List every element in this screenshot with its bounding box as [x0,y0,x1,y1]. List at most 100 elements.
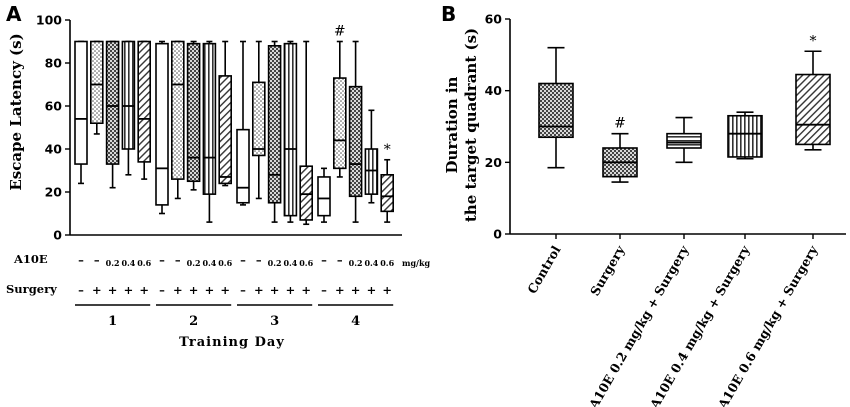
panel-a-y-tick-label: 20 [45,185,63,200]
panel-a-box-day4-2-box [332,77,347,170]
panel-a-box-day1-4-box [121,40,136,150]
panel-a-box-day1-5 [137,40,151,180]
panel-a-drug-dose: – [240,253,246,267]
panel-b-box-4-box [727,114,763,158]
panel-a-box-day1-2 [90,40,104,135]
panel-a-y-tick-label: 100 [36,13,62,28]
panel-b-box-1 [538,46,574,169]
panel-a-plot-area: #* [74,24,395,226]
panel-a-surgery-sign: + [173,283,183,297]
panel-a-box-day4-2-significance-mark: # [334,24,346,40]
panel-a-day-label: 1 [108,314,117,329]
panel-a-box-day1-4 [121,40,136,176]
panel-b-plot-area: #* [538,33,831,183]
panel-a-box-day2-3-box [186,42,201,183]
panel-a-drug-dose: 0.2 [106,258,120,268]
panel-a-box-day1-3-box [105,40,120,165]
panel-a-row-label-drug: A10E [13,252,48,266]
panel-a-drug-dose: 0.6 [299,258,313,268]
panel-a-surgery-sign: + [382,283,392,297]
panel-a-surgery-sign: – [240,283,246,297]
panel-a-box-day1-1-box [74,40,88,165]
panel-b-ylabel-line1: Duration in [443,76,461,173]
panel-a-surgery-sign: + [139,283,149,297]
panel-a-surgery-sign: + [351,283,361,297]
panel-a-box-day4-5: * [380,142,395,223]
panel-b-y-tick-label: 0 [493,227,502,242]
panel-a-box-day3-5 [299,40,314,226]
panel-a-box-day1-5-box [137,40,151,163]
panel-a-day-label: 3 [270,314,279,329]
panel-a-surgery-sign: + [108,283,118,297]
panel-a-box-day3-4 [283,40,298,223]
panel-a-box-day2-1 [155,40,169,215]
panel-a-box-day3-3 [267,40,282,223]
panel-b-y-tick-label: 40 [485,83,503,98]
panel-a-drug-dose: – [175,253,181,267]
panel-a-drug-dose: 0.4 [202,258,216,268]
panel-a-box-day2-5 [218,40,232,187]
panel-b-y-tick-label: 20 [485,155,503,170]
panel-b-box-1-box [538,82,574,139]
panel-a-drug-dose: 0.2 [268,258,282,268]
panel-a-surgery-sign: + [367,283,377,297]
panel-a-surgery-sign: + [189,283,199,297]
panel-a-drug-dose: – [337,253,343,267]
panel-a-box-day4-3 [348,40,363,223]
panel-a-box-day4-5-significance-mark: * [384,142,391,158]
panel-a-box-day2-2-box [171,40,185,180]
panel-a-drug-dose: 0.6 [218,258,232,268]
panel-a-box-day1-2-box [90,40,104,124]
panel-a-box-day2-3 [186,40,201,191]
panel-a-surgery-sign: + [205,283,215,297]
panel-b-box-5-significance-mark: * [810,33,817,49]
panel-a-box-day2-5-box [218,75,232,185]
panel-a-box-day3-1 [236,40,250,206]
panel-a-letter: A [6,2,22,26]
panel-a-condition-table: –––+0.2+0.4+0.6+1–––+0.2+0.4+0.6+2–––+0.… [75,253,395,329]
panel-a-unit-label: mg/kg [402,258,431,268]
panel-a-surgery-sign: + [220,283,230,297]
panel-a-box-day1-1 [74,40,88,185]
panel-a-box-day3-4-box [283,42,298,217]
panel-a-surgery-sign: – [159,283,165,297]
panel-a-surgery-sign: + [301,283,311,297]
panel-a-surgery-sign: + [124,283,134,297]
panel-a-drug-dose: – [321,253,327,267]
panel-a-y-tick-label: 60 [45,99,63,114]
panel-a-drug-dose: – [159,253,165,267]
panel-a-box-day4-1-box [317,176,331,217]
panel-a-drug-dose: 0.6 [380,258,394,268]
panel-b-box-3-box [666,132,702,149]
panel-b-category-label: Control [524,243,564,296]
panel-a-box-day4-3-box [348,85,363,198]
panel-a-surgery-sign: + [335,283,345,297]
panel-b-box-3 [666,116,702,164]
panel-a-drug-dose: – [94,253,100,267]
panel-a-ylabel: Escape Latency (s) [7,33,25,190]
panel-a-box-day2-4 [202,40,217,223]
panel-a-box-day1-3 [105,40,120,189]
panel-b-box-2-significance-mark: # [614,116,626,132]
panel-a-surgery-sign: – [78,283,84,297]
panel-a-box-day4-1 [317,167,331,223]
panel-b-box-2: # [602,116,638,183]
panel-a-box-day4-4-box [364,148,379,195]
panel-a-box-day2-2 [171,40,185,200]
panel-a-box-day4-5-box [380,174,395,213]
panel-a-drug-dose: 0.6 [137,258,151,268]
panel-a-surgery-sign: + [254,283,264,297]
panel-a-day-label: 4 [351,314,360,329]
panel-b-box-5: * [795,33,831,151]
panel-a-drug-dose: – [78,253,84,267]
panel-a-surgery-sign: + [92,283,102,297]
panel-b-box-5-box [795,73,831,146]
panel-a-drug-dose: 0.4 [364,258,378,268]
panel-b-box-4 [727,111,763,160]
panel-b-letter: B [441,2,456,26]
panel-a-y-tick-label: 40 [45,142,63,157]
panel-a-box-day4-2: # [332,24,347,178]
panel-a-surgery-sign: + [270,283,280,297]
panel-a-box-day3-3-box [267,44,282,204]
